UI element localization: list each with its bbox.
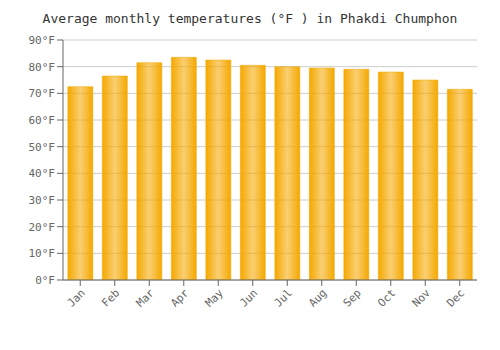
svg-text:Sep: Sep	[341, 286, 364, 309]
svg-text:Jan: Jan	[65, 286, 88, 309]
svg-text:Oct: Oct	[375, 286, 398, 309]
svg-text:60°F: 60°F	[29, 114, 56, 127]
svg-text:Feb: Feb	[99, 286, 122, 309]
svg-text:Jun: Jun	[237, 286, 260, 309]
svg-text:80°F: 80°F	[29, 61, 56, 74]
svg-text:50°F: 50°F	[29, 141, 56, 154]
svg-text:70°F: 70°F	[29, 87, 56, 100]
svg-text:Dec: Dec	[444, 286, 467, 309]
svg-text:30°F: 30°F	[29, 194, 56, 207]
svg-text:Mar: Mar	[134, 286, 158, 310]
svg-text:40°F: 40°F	[29, 167, 56, 180]
svg-text:May: May	[203, 286, 227, 310]
svg-text:0°F: 0°F	[35, 274, 55, 287]
svg-text:Jul: Jul	[272, 286, 295, 309]
svg-text:90°F: 90°F	[29, 34, 56, 47]
svg-text:Aug: Aug	[306, 286, 329, 309]
html-text:Average monthly temperatures (: Average monthly temperatures (°F ) in Ph…	[42, 11, 458, 26]
svg-text:Apr: Apr	[168, 286, 192, 310]
svg-text:10°F: 10°F	[29, 247, 56, 260]
svg-text:Nov: Nov	[410, 286, 434, 310]
svg-text:20°F: 20°F	[29, 221, 56, 234]
